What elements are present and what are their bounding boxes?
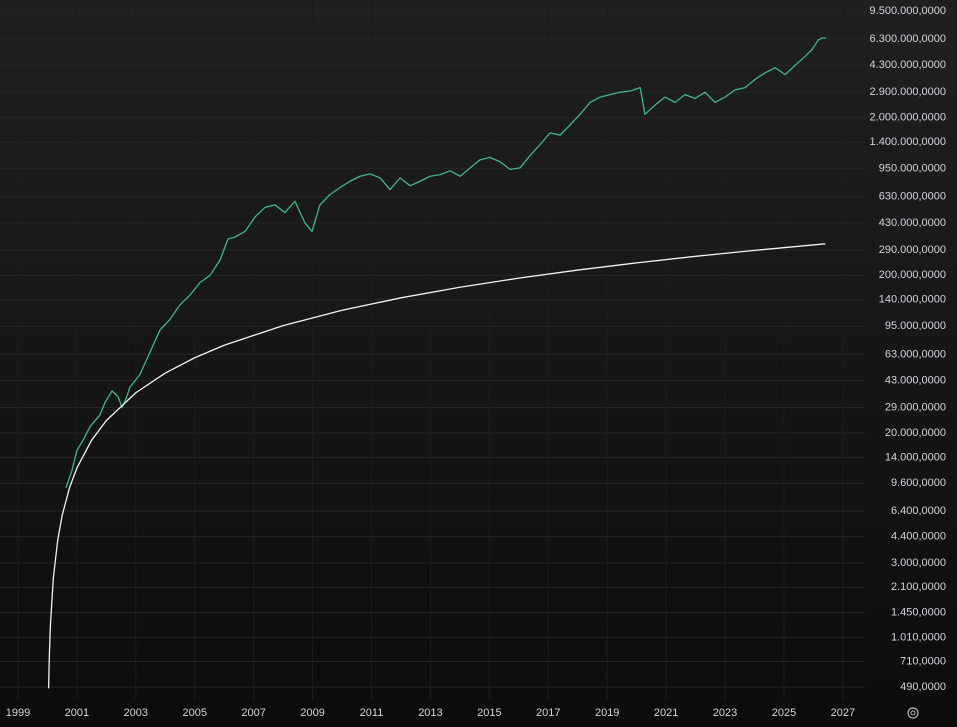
y-tick-label: 490,0000	[900, 681, 946, 693]
y-tick-label: 630.000,0000	[879, 191, 946, 203]
x-tick-label: 2013	[418, 707, 442, 719]
y-tick-label: 710,0000	[900, 655, 946, 667]
x-tick-label: 2011	[360, 707, 384, 719]
y-tick-label: 200.000,0000	[879, 269, 946, 281]
y-tick-label: 140.000,0000	[879, 294, 946, 306]
x-tick-label: 2023	[713, 707, 737, 719]
x-tick-label: 2003	[124, 707, 148, 719]
y-tick-label: 1.450,0000	[891, 607, 946, 619]
x-tick-label: 2019	[595, 707, 619, 719]
x-tick-label: 2017	[536, 707, 560, 719]
y-tick-label: 63.000,0000	[885, 348, 946, 360]
y-tick-label: 290.000,0000	[879, 244, 946, 256]
gear-outer[interactable]	[907, 707, 919, 719]
y-tick-label: 14.000,0000	[885, 451, 946, 463]
x-tick-label: 2027	[831, 707, 855, 719]
y-tick-label: 9.600,0000	[891, 477, 946, 489]
y-tick-label: 43.000,0000	[885, 374, 946, 386]
x-tick-label: 2025	[772, 707, 796, 719]
plot-area	[47, 37, 827, 689]
y-tick-label: 1.400.000,0000	[870, 136, 946, 148]
y-tick-label: 3.000,0000	[891, 557, 946, 569]
series-line	[47, 243, 826, 689]
y-tick-label: 2.900.000,0000	[870, 86, 946, 98]
y-tick-label: 430.000,0000	[879, 217, 946, 229]
x-tick-label: 1999	[6, 707, 30, 719]
y-tick-label: 29.000,0000	[885, 401, 946, 413]
y-tick-label: 4.400,0000	[891, 531, 946, 543]
x-tick-label: 2021	[654, 707, 678, 719]
x-tick-label: 2009	[300, 707, 324, 719]
gear-inner[interactable]	[910, 710, 916, 716]
x-tick-label: 2015	[477, 707, 501, 719]
y-tick-label: 2.000.000,0000	[870, 112, 946, 124]
y-tick-label: 2.100,0000	[891, 581, 946, 593]
settings-icon[interactable]	[907, 707, 919, 719]
y-tick-label: 4.300.000,0000	[870, 59, 946, 71]
y-tick-label: 6.300.000,0000	[870, 33, 946, 45]
y-tick-label: 9.500.000,0000	[870, 5, 946, 17]
series-line	[65, 37, 827, 488]
y-tick-label: 20.000,0000	[885, 427, 946, 439]
y-tick-label: 95.000,0000	[885, 320, 946, 332]
x-tick-label: 2007	[241, 707, 265, 719]
x-tick-label: 2001	[65, 707, 89, 719]
y-tick-label: 950.000,0000	[879, 163, 946, 175]
y-tick-label: 1.010,0000	[891, 631, 946, 643]
y-tick-label: 6.400,0000	[891, 505, 946, 517]
x-tick-label: 2005	[183, 707, 207, 719]
